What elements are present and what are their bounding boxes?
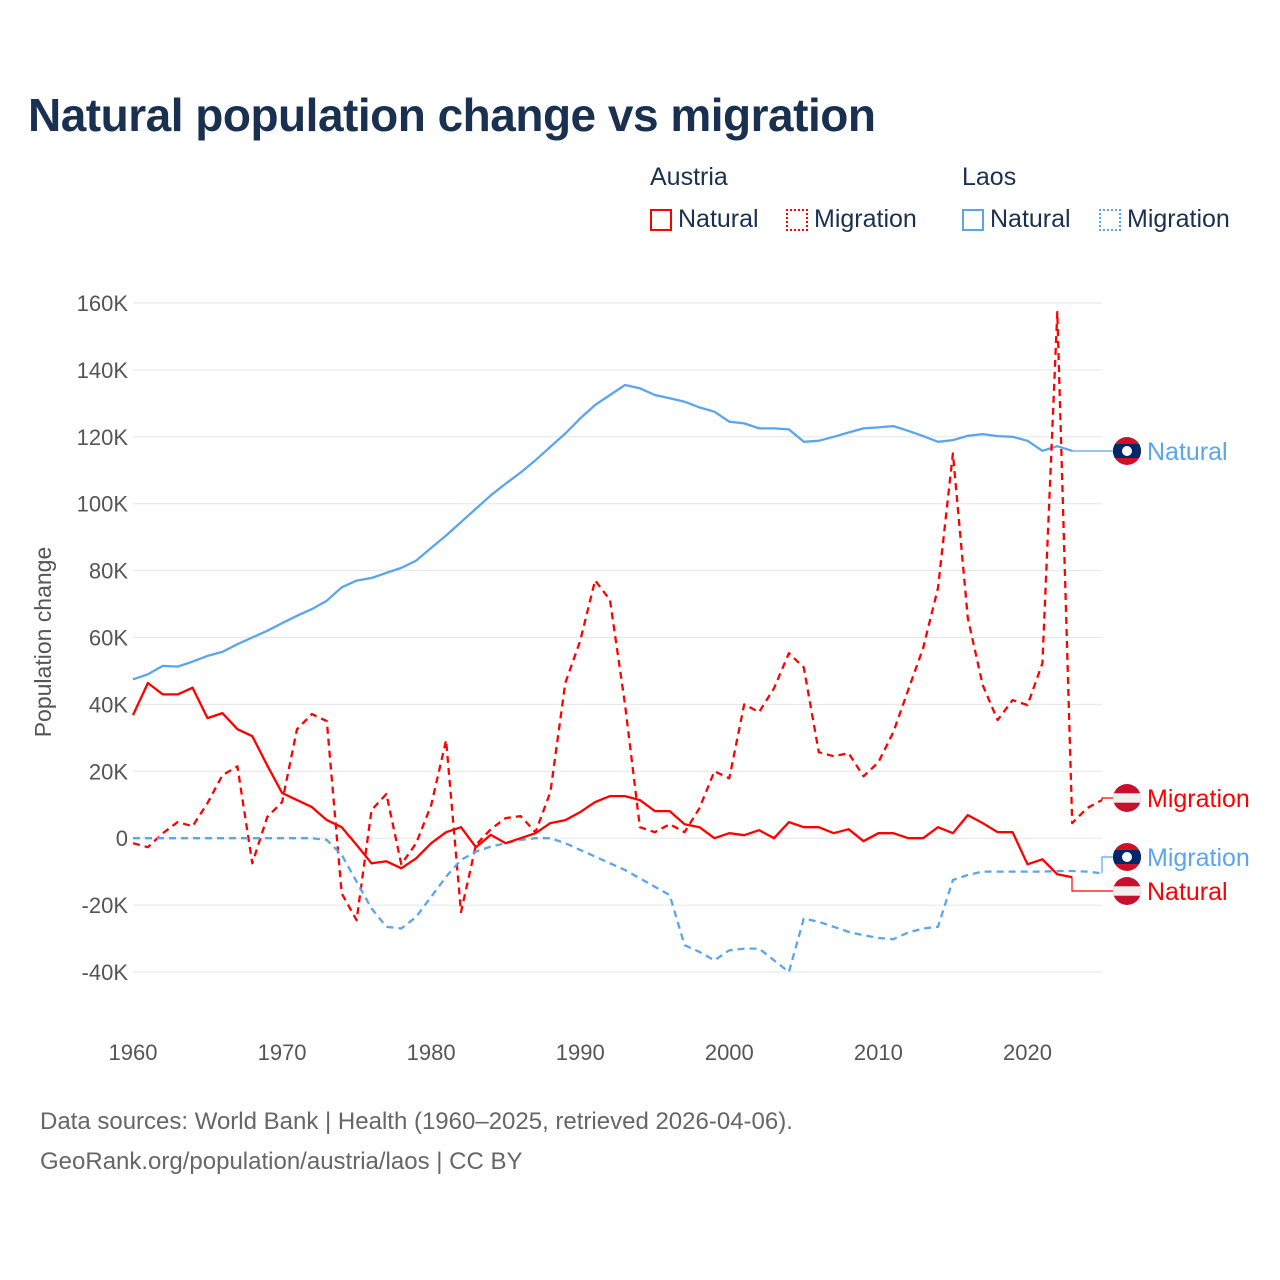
series-line-austria-natural xyxy=(131,681,1073,879)
y-tick-label: 120K xyxy=(77,425,129,450)
chart-title: Natural population change vs migration xyxy=(28,89,876,141)
legend-label: Natural xyxy=(678,205,759,233)
label-connector xyxy=(1101,856,1113,874)
end-label: Migration xyxy=(1147,844,1250,872)
y-tick-label: 160K xyxy=(77,291,129,316)
label-connector xyxy=(1071,876,1113,892)
x-tick-label: 2000 xyxy=(705,1040,754,1065)
legend-swatch-solid xyxy=(650,208,672,231)
laos-flag-icon xyxy=(1113,437,1141,465)
end-label: Natural xyxy=(1147,438,1228,466)
y-tick-label: 80K xyxy=(89,559,128,584)
laos-flag-icon xyxy=(1113,843,1141,871)
source-line-1: Data sources: World Bank | Health (1960–… xyxy=(40,1108,793,1135)
legend-group-austria: Austria xyxy=(650,163,728,191)
y-tick-label: 140K xyxy=(77,358,129,383)
x-tick-label: 1980 xyxy=(407,1040,456,1065)
legend-laos-migration[interactable]: Migration xyxy=(1099,205,1230,234)
end-label: Natural xyxy=(1147,878,1228,906)
x-tick-label: 1960 xyxy=(109,1040,158,1065)
legend-swatch-solid xyxy=(962,208,984,231)
austria-flag-icon xyxy=(1113,877,1141,905)
austria-flag-icon xyxy=(1113,784,1141,812)
legend-label: Migration xyxy=(814,205,917,233)
legend-swatch-dotted xyxy=(786,208,808,231)
y-tick-label: -20K xyxy=(82,893,129,918)
y-tick-label: -40K xyxy=(82,960,129,985)
y-tick-label: 60K xyxy=(89,626,128,651)
legend-laos-natural[interactable]: Natural xyxy=(962,205,1071,234)
x-tick-label: 1990 xyxy=(556,1040,605,1065)
y-tick-label: 20K xyxy=(89,759,128,784)
end-label: Migration xyxy=(1147,785,1250,813)
x-tick-label: 2010 xyxy=(854,1040,903,1065)
y-tick-label: 0 xyxy=(116,826,128,851)
legend-austria-migration[interactable]: Migration xyxy=(786,205,917,234)
legend-label: Migration xyxy=(1127,205,1230,233)
series-line-laos-migration xyxy=(133,837,1103,974)
series-line-laos-natural xyxy=(132,383,1073,681)
legend-label: Natural xyxy=(990,205,1071,233)
legend-swatch-dotted xyxy=(1099,208,1121,231)
legend-group-laos: Laos xyxy=(962,163,1017,191)
legend-austria-natural[interactable]: Natural xyxy=(650,205,759,234)
y-axis-label: Population change xyxy=(30,547,56,738)
x-tick-label: 1970 xyxy=(258,1040,307,1065)
series-line-austria-migration xyxy=(132,310,1103,922)
source-line-2: GeoRank.org/population/austria/laos | CC… xyxy=(40,1148,523,1175)
x-tick-label: 2020 xyxy=(1003,1040,1052,1065)
y-tick-label: 100K xyxy=(77,492,129,517)
y-tick-label: 40K xyxy=(89,692,128,717)
label-connector xyxy=(1101,797,1113,801)
